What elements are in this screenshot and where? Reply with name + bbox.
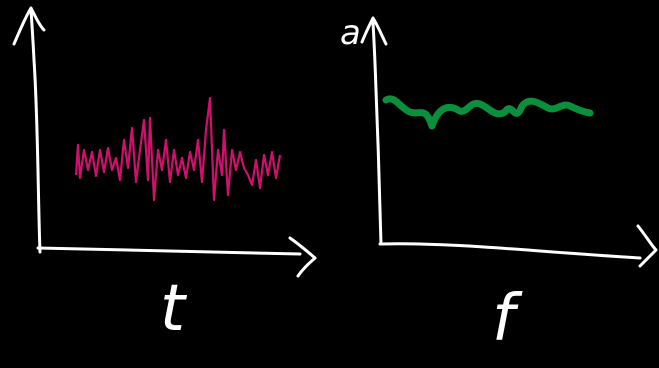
y-axis <box>360 16 388 246</box>
x-label: f <box>492 282 523 356</box>
x-axis <box>378 224 658 268</box>
x-axis <box>36 236 317 278</box>
x-label: t <box>160 272 188 346</box>
left-plot: t <box>12 6 317 346</box>
y-label: a <box>340 13 361 53</box>
y-axis <box>12 6 46 254</box>
right-plot: a f <box>340 13 658 356</box>
spectrum-line <box>382 95 594 130</box>
time-signal <box>74 96 282 202</box>
